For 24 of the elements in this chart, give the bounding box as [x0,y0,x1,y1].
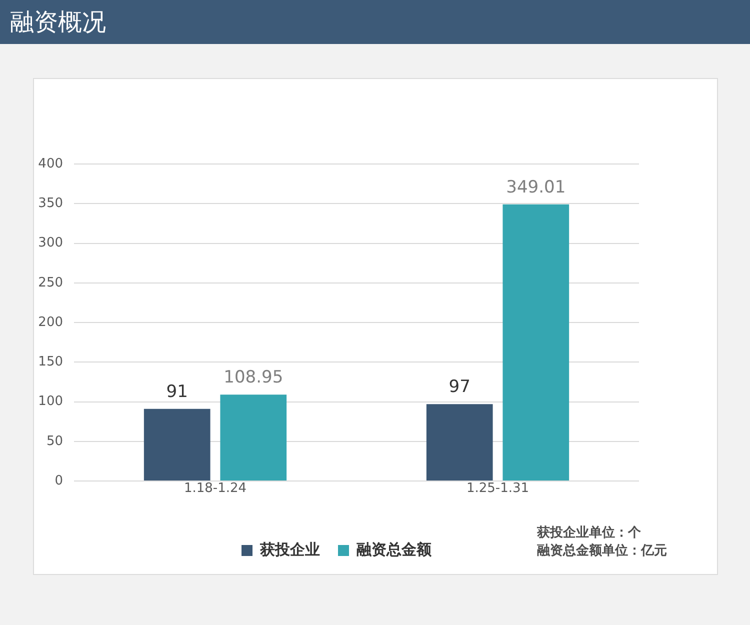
legend-label: 获投企业 [259,540,320,558]
y-tick-label: 250 [38,275,63,290]
x-tick-label: 1.18-1.24 [184,481,247,496]
y-tick-label: 350 [38,196,63,211]
data-label: 349.01 [506,177,566,198]
y-tick-label: 150 [38,354,63,370]
bar [502,204,570,480]
legend-label: 融资总金额 [356,540,432,558]
y-tick-label: 300 [38,236,63,251]
bar [144,408,210,480]
bar [220,394,287,480]
bar [426,404,493,480]
y-tick-label: 50 [46,434,63,449]
chart-title: 融资概况 [10,7,106,38]
x-tick-label: 1.25-1.31 [466,481,530,496]
data-label: 97 [448,377,470,398]
data-label: 91 [166,382,188,402]
text: 获投企业单位：个 [536,524,642,540]
text: 融资总金额单位：亿元 [537,542,667,558]
y-tick-label: 100 [38,394,63,410]
y-tick-label: 200 [38,314,63,330]
y-tick-label: 400 [38,156,63,172]
y-tick-label: 0 [54,473,63,488]
data-label: 108.95 [224,368,284,388]
